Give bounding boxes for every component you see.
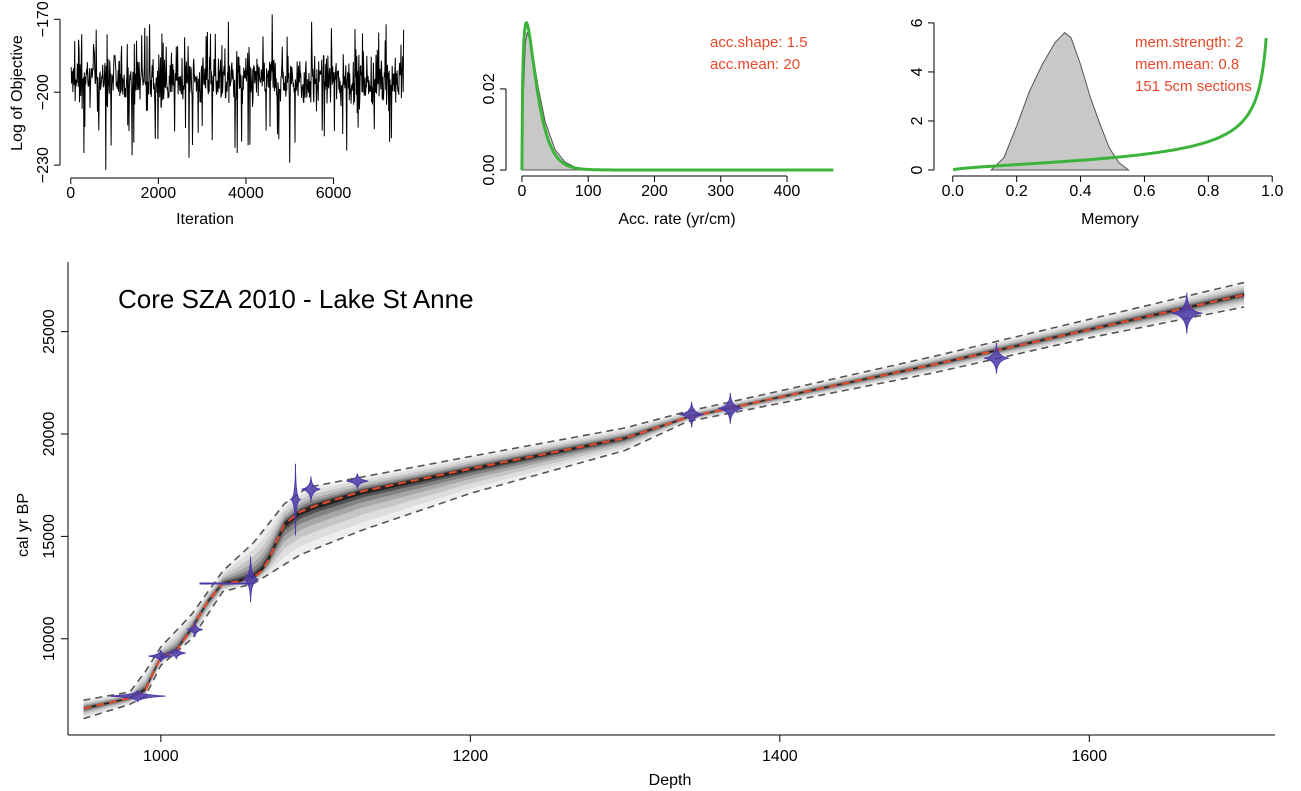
acc-rate-x-label: Acc. rate (yr/cm) [618, 211, 735, 228]
mem-mean-annotation: mem.mean: 0.8 [1135, 56, 1239, 73]
memory-plot [952, 32, 1268, 172]
sections-annotation: 151 5cm sections [1135, 78, 1252, 95]
calibrated-date [301, 476, 321, 503]
mean-age-line [83, 293, 1245, 710]
x-tick-label: 0.8 [1197, 183, 1219, 200]
depth-x-label: Depth [649, 772, 692, 789]
calibrated-date [109, 689, 166, 703]
acc-rate-prior [520, 20, 834, 172]
x-tick-label: 0.4 [1069, 183, 1091, 200]
x-tick-label: 1200 [453, 748, 489, 765]
x-tick-label: 0.0 [942, 183, 964, 200]
acc-rate-plot [520, 20, 834, 172]
y-tick-label: 25000 [41, 309, 58, 354]
y-tick-label: −230 [35, 147, 52, 183]
x-tick-label: 1600 [1072, 748, 1108, 765]
y-tick-label: 15000 [41, 514, 58, 559]
x-tick-label: 1400 [762, 748, 798, 765]
calibrated-date [289, 463, 302, 536]
calibrated-date [679, 401, 705, 428]
calibrated-date [346, 473, 369, 489]
y-tick-label: 0.00 [481, 154, 498, 185]
lower-range-line [83, 306, 1245, 720]
calibrated-date [166, 646, 186, 660]
core-title: Core SZA 2010 - Lake St Anne [118, 284, 474, 314]
acc-rate-panel: 0 100 200 300 4000.000.02 Acc. rate (yr/cm) … [481, 20, 834, 228]
calibrated-dates [109, 292, 1203, 703]
y-tick-label: 2 [909, 116, 926, 125]
calibrated-date [984, 342, 1009, 374]
age-depth-axes: 1000 1200 1400 1600 10000 15000 20000 25000 [41, 262, 1275, 765]
age-model-band [83, 293, 1245, 710]
age-model-lines [83, 281, 1245, 720]
memory-panel: 0.0 0.2 0.4 0.6 0.8 1.0 0 2 4 6 Memory mem.streng… [909, 18, 1283, 228]
calibrated-date [187, 621, 203, 638]
x-tick-label: 0 [517, 183, 526, 200]
y-tick-label: 6 [909, 18, 926, 27]
memory-axes: 0.0 0.2 0.4 0.6 0.8 1.0 0 2 4 6 [909, 18, 1283, 200]
x-tick-label: 1.0 [1261, 183, 1283, 200]
mem-strength-annotation: mem.strength: 2 [1135, 34, 1243, 51]
y-tick-label: 10000 [41, 616, 58, 661]
x-tick-label: 100 [575, 183, 602, 200]
x-tick-label: 6000 [316, 185, 352, 202]
x-tick-label: 400 [774, 183, 801, 200]
age-depth-panel: 1000 1200 1400 1600 10000 15000 20000 25000 Cor… [15, 262, 1275, 789]
x-tick-label: 2000 [141, 185, 177, 202]
trace-axes: 0 2000 4000 6000 −230 −200 −170 [35, 1, 351, 202]
acc-mean-annotation: acc.mean: 20 [710, 56, 800, 73]
calibrated-date [1171, 292, 1203, 334]
x-tick-label: 200 [641, 183, 668, 200]
x-tick-label: 4000 [228, 185, 264, 202]
age-model-band [83, 282, 1245, 719]
y-tick-label: 4 [909, 67, 926, 76]
x-tick-label: 300 [707, 183, 734, 200]
upper-range-line [83, 281, 1245, 701]
memory-prior [952, 37, 1268, 172]
trace-x-label: Iteration [176, 211, 234, 228]
age-model-band [83, 292, 1245, 710]
acc-shape-annotation: acc.shape: 1.5 [710, 34, 808, 51]
y-tick-label: 0 [909, 165, 926, 174]
x-tick-label: 1000 [143, 748, 179, 765]
memory-posterior [989, 32, 1130, 171]
calibrated-date [717, 393, 743, 424]
trace-line-group [70, 14, 405, 171]
calibrated-date [242, 556, 259, 603]
age-model-shading [83, 282, 1245, 719]
x-tick-label: 0 [66, 185, 75, 202]
y-tick-label: −200 [35, 74, 52, 110]
age-model-band [83, 287, 1245, 715]
calibrated-date [148, 649, 174, 663]
age-model-band [83, 284, 1245, 717]
trace-line [70, 14, 405, 171]
x-tick-label: 0.6 [1133, 183, 1155, 200]
age-y-label: cal yr BP [15, 493, 32, 557]
trace-y-label: Log of Objective [9, 35, 26, 151]
x-tick-label: 0.2 [1006, 183, 1028, 200]
age-model-band [83, 291, 1245, 712]
y-tick-label: 0.02 [481, 73, 498, 104]
y-tick-label: −170 [35, 1, 52, 37]
memory-x-label: Memory [1081, 211, 1139, 228]
acc-rate-axes: 0 100 200 300 400 0.00 0.02 [481, 73, 800, 200]
mcmc-trace-panel: 0 2000 4000 6000 −230 −200 −170 Iteration Log … [9, 1, 405, 228]
y-tick-label: 20000 [41, 412, 58, 457]
age-model-band [83, 289, 1245, 713]
